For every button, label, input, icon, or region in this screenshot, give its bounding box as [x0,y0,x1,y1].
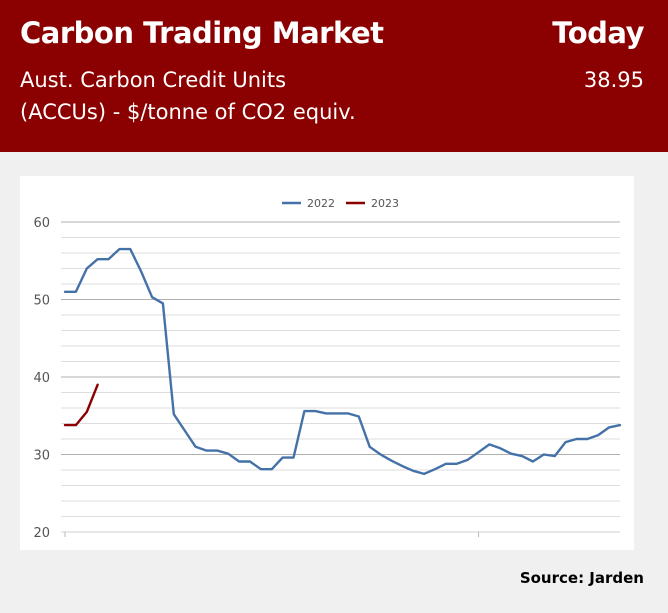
series-line-2022 [63,247,622,476]
y-tick-label: 50 [33,294,50,309]
line-chart: 20 30 40 50 60 2022 2023 [33,197,622,541]
y-tick-label: 40 [33,371,50,386]
source-note: Source: Jarden [519,569,644,587]
chart-subtitle: Aust. Carbon Credit Units (ACCUs) - $/to… [20,64,440,128]
subtitle-line-2: (ACCUs) - $/tonne of CO2 equiv. [20,100,356,124]
page-title: Carbon Trading Market [20,16,384,50]
legend-label: 2023 [371,197,399,210]
legend-label: 2022 [307,197,335,210]
subtitle-line-1: Aust. Carbon Credit Units [20,68,287,92]
chart-card: 20 30 40 50 60 2022 2023 [20,176,634,550]
series-line-2023 [63,383,99,427]
y-tick-label: 20 [33,526,50,541]
y-tick-label: 30 [33,449,50,464]
y-tick-label: 60 [33,216,50,231]
today-value: 38.95 [583,68,644,92]
header-banner: Carbon Trading Market Today Aust. Carbon… [0,0,668,152]
today-label: Today [552,16,644,50]
